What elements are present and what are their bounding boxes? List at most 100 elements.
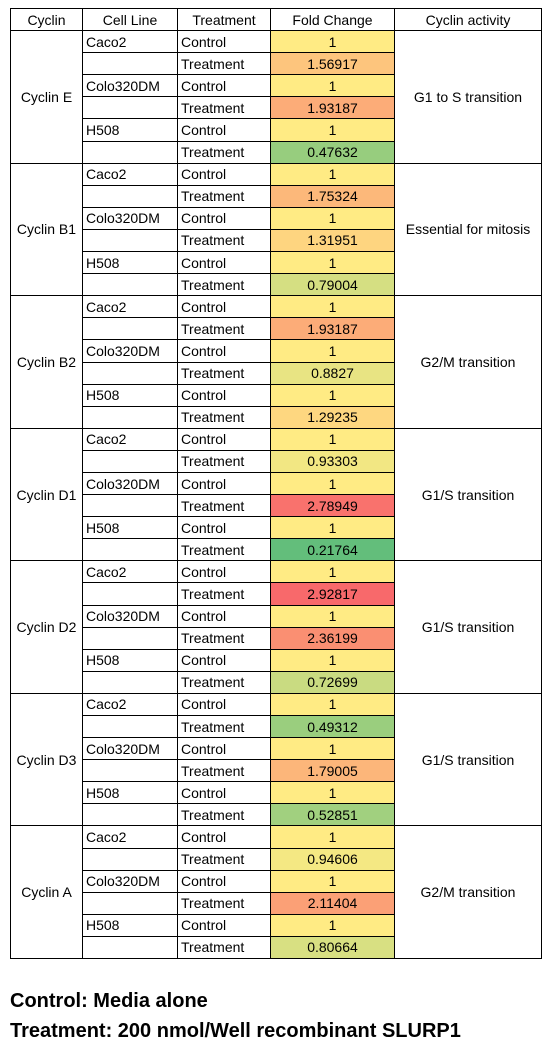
fold-change-table: Cyclin Cell Line Treatment Fold Change C… (10, 7, 542, 960)
cell-line: H508 (82, 913, 178, 937)
cell-line: Colo320DM (82, 206, 178, 230)
header-fold-change: Fold Change (270, 7, 395, 32)
fold-change-value: 0.21764 (270, 538, 395, 562)
treatment-label: Treatment (177, 228, 271, 253)
cell-line: H508 (82, 383, 178, 407)
cyclin-activity: G2/M transition (394, 825, 542, 960)
treatment-label: Treatment (177, 626, 271, 650)
treatment-label: Control (177, 162, 271, 186)
table-row: Treatment 0.49312 (11, 714, 542, 739)
cyclin-name: Cyclin E (10, 30, 83, 164)
fold-change-value: 1 (270, 30, 395, 54)
treatment-label: Control (177, 648, 271, 672)
fold-change-value: 1 (270, 339, 395, 363)
cell-line (82, 626, 178, 650)
treatment-label: Control (177, 74, 271, 98)
fold-change-value: 2.36199 (270, 626, 395, 650)
fold-change-value: 1 (270, 295, 395, 319)
cell-line (82, 317, 178, 341)
header-cell-line: Cell Line (82, 7, 178, 32)
fold-change-value: 0.47632 (270, 140, 395, 164)
treatment-label: Treatment (177, 361, 271, 385)
table-row: H508 Control 1 (11, 383, 542, 407)
fold-change-value: 0.52851 (270, 803, 395, 827)
cell-line (82, 891, 178, 915)
table-row: Colo320DM Control 1 (11, 74, 542, 98)
cell-line (82, 714, 178, 739)
fold-change-value: 1 (270, 74, 395, 98)
table-row: Treatment 0.80664 (11, 935, 542, 960)
cell-line (82, 140, 178, 164)
treatment-label: Control (177, 913, 271, 937)
treatment-label: Treatment (177, 538, 271, 562)
treatment-label: Treatment (177, 317, 271, 341)
fold-change-value: 1 (270, 560, 395, 584)
cell-line: H508 (82, 781, 178, 805)
fold-change-value: 0.49312 (270, 714, 395, 739)
treatment-label: Treatment (177, 670, 271, 694)
treatment-label: Control (177, 118, 271, 142)
treatment-label: Treatment (177, 52, 271, 76)
fold-change-value: 0.72699 (270, 670, 395, 694)
legend-control: Control: Media alone (10, 990, 208, 1012)
table-row: Treatment 1.31951 (11, 228, 542, 253)
fold-change-value: 1 (270, 737, 395, 761)
fold-change-value: 1.56917 (270, 52, 395, 76)
cell-line: Caco2 (82, 825, 178, 849)
table-row: Treatment 0.52851 (11, 803, 542, 827)
table-body: Cyclin E Caco2 Control 1 G1 to S transition T… (10, 30, 542, 960)
cell-line: Colo320DM (82, 604, 178, 628)
table-row: Cyclin A Caco2 Control 1 G2/M transition (10, 825, 542, 960)
table-row: Cyclin B1 Caco2 Control 1 Essential for mito… (10, 162, 542, 297)
cell-line (82, 759, 178, 783)
treatment-label: Treatment (177, 273, 271, 297)
cell-line (82, 405, 178, 429)
treatment-label: Control (177, 30, 271, 54)
treatment-label: Treatment (177, 494, 271, 518)
treatment-label: Control (177, 383, 271, 407)
cell-line (82, 803, 178, 827)
table-row: Treatment 0.21764 (11, 538, 542, 562)
table-row: Treatment 0.8827 (11, 361, 542, 385)
treatment-label: Treatment (177, 803, 271, 827)
treatment-label: Control (177, 825, 271, 849)
cell-line: Colo320DM (82, 339, 178, 363)
fold-change-value: 1 (270, 471, 395, 496)
table-row: H508 Control 1 (11, 251, 542, 275)
cell-line (82, 582, 178, 606)
fold-change-value: 0.79004 (270, 273, 395, 297)
cell-line (82, 361, 178, 385)
fold-change-value: 1 (270, 913, 395, 937)
fold-change-value: 1 (270, 162, 395, 186)
table-row: Colo320DM Control 1 (11, 869, 542, 893)
treatment-label: Control (177, 869, 271, 893)
fold-change-value: 1.93187 (270, 96, 395, 120)
table-row: Treatment 0.47632 (11, 140, 542, 164)
treatment-label: Control (177, 339, 271, 363)
cell-line: Colo320DM (82, 737, 178, 761)
table-row: Cyclin D2 Caco2 Control 1 G1/S transition (10, 560, 542, 694)
cell-line (82, 273, 178, 297)
cyclin-name: Cyclin D3 (10, 692, 83, 827)
fold-change-value: 2.11404 (270, 891, 395, 915)
table-row: Treatment 0.93303 (11, 449, 542, 473)
table-row: Treatment 2.36199 (11, 626, 542, 650)
treatment-label: Control (177, 781, 271, 805)
cyclin-activity: G2/M transition (394, 295, 542, 429)
cell-line: Colo320DM (82, 74, 178, 98)
table-row: H508 Control 1 (11, 648, 542, 672)
cell-line: Caco2 (82, 295, 178, 319)
table-row: Colo320DM Control 1 (11, 471, 542, 496)
treatment-label: Control (177, 427, 271, 451)
treatment-label: Treatment (177, 140, 271, 164)
fold-change-value: 0.93303 (270, 449, 395, 473)
fold-change-value: 1 (270, 604, 395, 628)
table-row: Cyclin B2 Caco2 Control 1 G2/M transition (10, 295, 542, 429)
cyclin-name: Cyclin A (10, 825, 83, 960)
header-cyclin-activity: Cyclin activity (394, 7, 542, 32)
cyclin-activity: G1/S transition (394, 427, 542, 562)
cyclin-name: Cyclin B1 (10, 162, 83, 297)
fold-change-value: 1.79005 (270, 759, 395, 783)
table-row: Treatment 2.78949 (11, 494, 542, 518)
cell-line: Caco2 (82, 30, 178, 54)
